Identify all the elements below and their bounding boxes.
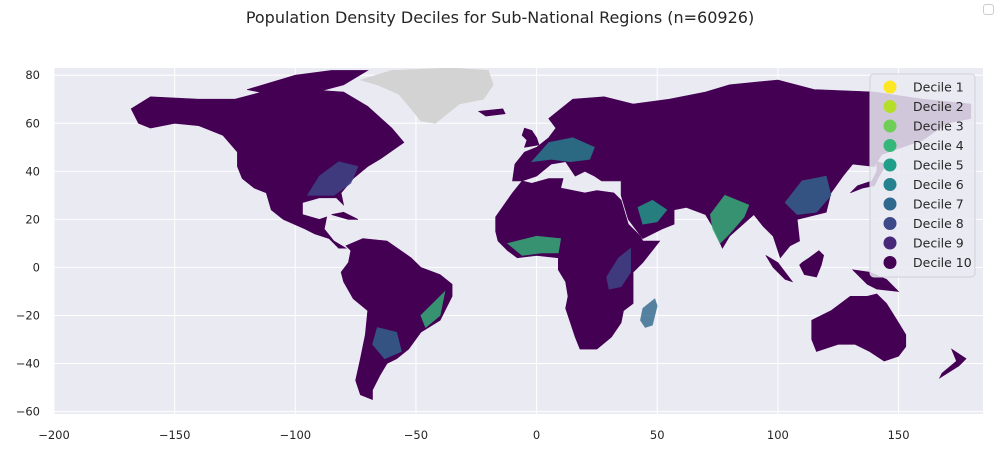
legend-label: Decile 5 (913, 158, 964, 173)
chart-title: Population Density Deciles for Sub-Natio… (245, 8, 755, 27)
y-tick-label: −20 (16, 308, 40, 322)
region-north-america (130, 89, 405, 249)
x-tick-label: −100 (280, 428, 312, 442)
y-tick-label: −60 (16, 405, 40, 419)
region-iceland (477, 108, 506, 117)
x-tick-label: −50 (404, 428, 428, 442)
legend-marker (883, 80, 897, 94)
region-australia (811, 293, 907, 362)
legend-marker (883, 217, 897, 230)
region-eastern-us-highlights (306, 161, 359, 196)
empty-legend-box (983, 4, 994, 15)
legend-marker (883, 178, 897, 191)
y-tick-label: 20 (25, 212, 40, 226)
legend-label: Decile 7 (913, 197, 964, 212)
y-tick-label: 40 (25, 164, 40, 178)
legend-label: Decile 9 (913, 236, 964, 251)
x-tick-label: 150 (888, 428, 910, 442)
legend-label: Decile 8 (913, 216, 964, 231)
legend-label: Decile 1 (913, 80, 964, 95)
region-arctic-islands (246, 70, 369, 95)
x-tick-label: −150 (159, 428, 191, 442)
legend-label: Decile 6 (913, 177, 964, 192)
x-tick-label: 50 (650, 428, 665, 442)
region-arabian-highlights (637, 199, 668, 225)
legend-label: Decile 3 (913, 119, 964, 134)
x-tick-label: 0 (533, 428, 540, 442)
region-cuba (331, 211, 359, 220)
legend-marker (883, 100, 897, 113)
legend-marker (883, 236, 897, 250)
y-tick-label: −40 (16, 357, 40, 371)
legend-label: Decile 10 (913, 255, 972, 270)
region-europe-and-asia (512, 79, 972, 259)
region-greenland (359, 68, 494, 124)
x-tick-label: −200 (38, 428, 70, 442)
region-west-africa-highlights (506, 235, 562, 256)
region-sumatra (765, 255, 794, 283)
legend-label: Decile 2 (913, 99, 964, 114)
legend-marker (883, 119, 897, 133)
legend-marker (883, 197, 897, 211)
decile-legend: Decile 1 Decile 2 Decile 3 Decile 4 Decile 5… (869, 73, 976, 278)
legend-marker (883, 158, 897, 172)
legend-marker (883, 139, 897, 152)
region-china-highlights (784, 175, 832, 215)
x-tick-label: 100 (767, 428, 789, 442)
y-tick-label: 60 (25, 116, 40, 130)
region-east-africa-highlights (606, 247, 632, 290)
region-pampas (372, 327, 402, 360)
legend-marker (883, 256, 897, 269)
map-regions (130, 68, 972, 401)
region-borneo (799, 250, 825, 278)
y-tick-label: 0 (33, 260, 40, 274)
y-axis-ticks: −60 −40 −20 0 20 40 60 80 (16, 68, 40, 418)
region-madagascar (640, 298, 658, 328)
region-great-britain (521, 127, 540, 148)
region-africa (495, 178, 661, 350)
region-europe-highlights (531, 137, 595, 163)
legend-label: Decile 4 (913, 138, 964, 153)
region-india-highlights (709, 194, 750, 244)
region-south-america (340, 238, 453, 401)
y-tick-label: 80 (25, 68, 40, 82)
region-new-zealand (938, 348, 967, 379)
region-brazil-coast-highlights (420, 290, 446, 328)
x-axis-ticks: −200 −150 −100 −50 0 50 100 150 (38, 428, 909, 442)
